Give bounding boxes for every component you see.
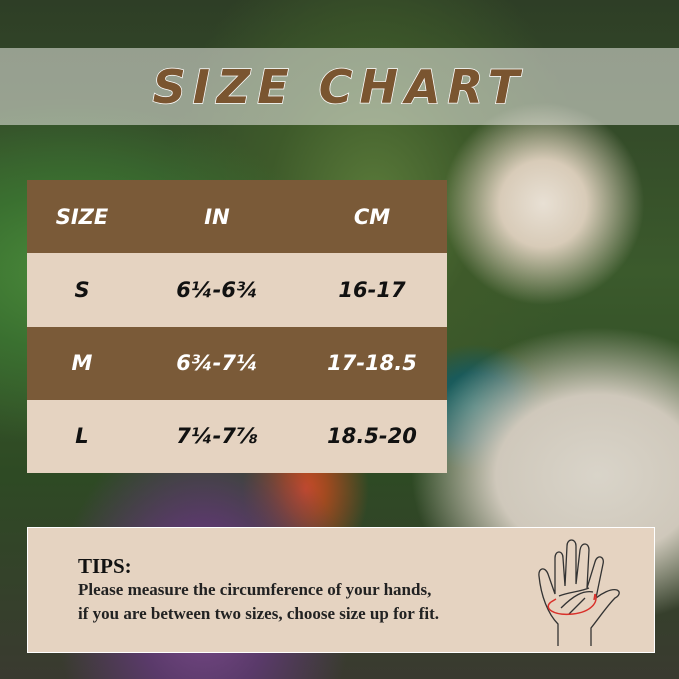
- tips-line-2: if you are between two sizes, choose siz…: [78, 604, 440, 623]
- table-row: M 6¾-7¼ 17-18.5: [27, 326, 447, 400]
- tips-box: TIPS: Please measure the circumference o…: [27, 527, 655, 653]
- page-title: SIZE CHART: [152, 59, 527, 115]
- table-row: L 7¼-7⅞ 18.5-20: [27, 399, 447, 473]
- header-size: SIZE: [55, 204, 109, 229]
- table-header: SIZE IN CM: [27, 180, 447, 254]
- title-band: SIZE CHART: [0, 48, 679, 125]
- table-row: S 6¼-6¾ 16-17: [27, 253, 447, 327]
- header-cm: CM: [353, 204, 391, 229]
- cell-in: 6¼-6¾: [176, 277, 258, 302]
- cell-size: L: [75, 424, 89, 449]
- cell-in: 7¼-7⅞: [176, 424, 258, 449]
- cell-in: 6¾-7¼: [176, 351, 258, 376]
- cell-cm: 16-17: [338, 277, 406, 302]
- cell-cm: 18.5-20: [327, 424, 417, 449]
- tips-heading: TIPS:: [78, 554, 132, 578]
- size-table: SIZE IN CM S 6¼-6¾ 16-17 M 6¾-7¼ 17-18.5…: [27, 180, 447, 473]
- cell-size: S: [74, 277, 90, 302]
- cell-cm: 17-18.5: [327, 351, 417, 376]
- header-in: IN: [204, 204, 230, 229]
- tips-line-1: Please measure the circumference of your…: [78, 580, 432, 599]
- hand-measure-icon: [538, 539, 620, 646]
- cell-size: M: [71, 351, 93, 376]
